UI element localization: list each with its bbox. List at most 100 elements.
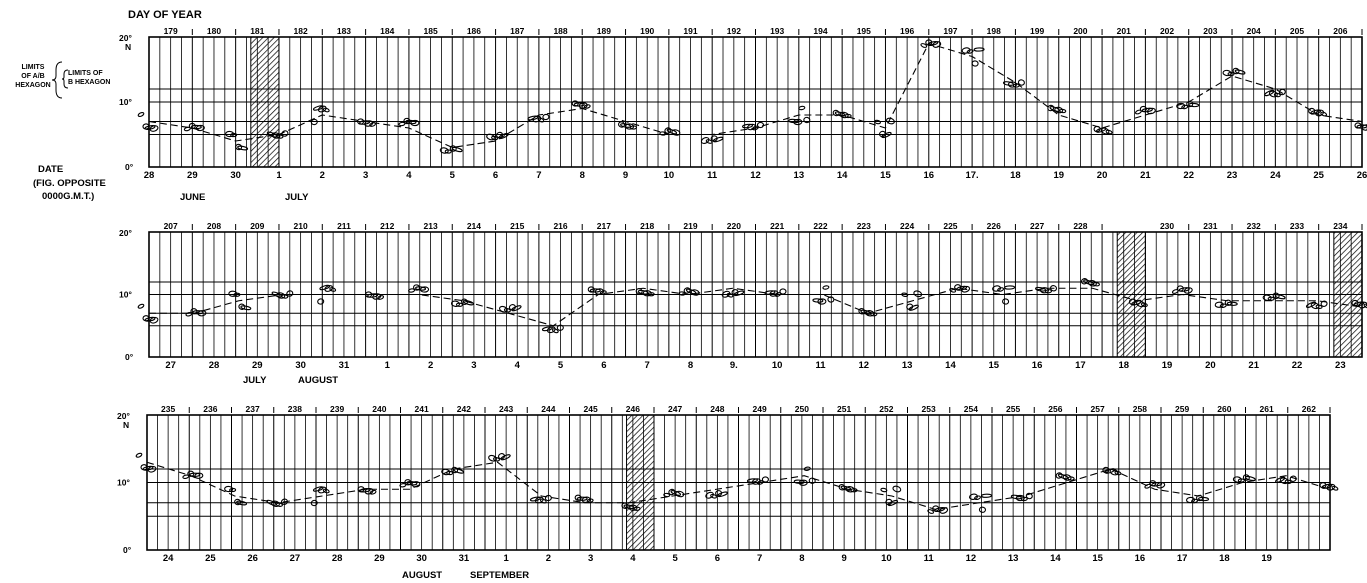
date-label: 6 xyxy=(715,553,720,564)
cloud-cluster xyxy=(142,123,150,130)
day-of-year-label: 194 xyxy=(813,26,827,36)
cloud-cluster xyxy=(913,290,923,298)
cloud-cluster xyxy=(192,310,204,315)
date-label: 11 xyxy=(707,170,718,181)
day-of-year-label: 201 xyxy=(1117,26,1131,36)
limits-ab-brace xyxy=(51,61,63,99)
day-of-year-label: 237 xyxy=(246,404,260,414)
date-label: 4 xyxy=(630,553,636,564)
cloud-cluster xyxy=(539,498,547,504)
cloud-cluster xyxy=(546,326,556,334)
day-of-year-label: 249 xyxy=(753,404,767,414)
cloud-cluster xyxy=(968,493,979,500)
day-of-year-label: 211 xyxy=(337,221,351,231)
cloud-cluster xyxy=(359,488,371,493)
date-label: 6 xyxy=(601,360,606,371)
day-of-year-label: 206 xyxy=(1333,26,1347,36)
cloud-cluster xyxy=(1049,285,1058,292)
cloud-cluster xyxy=(439,147,449,154)
day-of-year-label: 203 xyxy=(1203,26,1217,36)
date-label: 5 xyxy=(558,360,564,371)
day-of-year-label: 200 xyxy=(1073,26,1087,36)
cloud-cluster xyxy=(144,316,156,322)
day-of-year-label: 227 xyxy=(1030,221,1044,231)
day-of-year-label: 199 xyxy=(1030,26,1044,36)
cloud-cluster xyxy=(450,300,461,307)
cloud-cluster xyxy=(135,452,143,458)
cloud-cluster xyxy=(508,304,516,311)
cloud-cluster xyxy=(365,291,373,298)
cloud-cluster xyxy=(1047,104,1055,112)
cloud-cluster xyxy=(238,303,246,310)
day-of-year-heading: DAY OF YEAR xyxy=(128,9,202,21)
y-tick-label: 10° xyxy=(119,290,132,300)
cloud-cluster xyxy=(1351,299,1359,307)
date-label: 10 xyxy=(664,170,675,181)
cloud-cluster xyxy=(496,131,504,139)
cloud-cluster xyxy=(453,468,465,474)
date-label: 30 xyxy=(416,553,427,564)
cloud-cluster xyxy=(978,506,987,513)
cloud-cluster xyxy=(286,290,294,297)
svg-text:LIMITS OF: LIMITS OF xyxy=(68,70,103,77)
y-axis: 20° 10° 0° xyxy=(119,228,134,362)
day-of-year-label: 217 xyxy=(597,221,611,231)
date-label: 7 xyxy=(757,553,762,564)
date-label: 13 xyxy=(794,170,805,181)
cloud-cluster xyxy=(878,130,886,138)
cloud-cluster xyxy=(858,308,866,315)
cloud-cluster xyxy=(838,484,846,491)
day-of-year-label: 188 xyxy=(553,26,567,36)
day-of-year-label: 192 xyxy=(727,26,741,36)
y-tick-label: 0° xyxy=(125,352,134,362)
plot-frame xyxy=(146,414,1331,551)
cloud-cluster xyxy=(228,290,238,297)
day-of-year-label: 260 xyxy=(1217,404,1231,414)
plot-frame xyxy=(148,231,1363,358)
cloud-cluster xyxy=(317,105,327,113)
date-label: 1 xyxy=(385,360,391,371)
cloud-cluster xyxy=(873,119,881,125)
cloud-cluster xyxy=(144,125,156,130)
cloud-cluster xyxy=(954,284,962,291)
cloud-cluster xyxy=(1308,107,1316,115)
cloud-cluster xyxy=(236,500,248,506)
day-of-year-label: 215 xyxy=(510,221,524,231)
cloud-cluster xyxy=(574,494,582,501)
cloud-cluster xyxy=(527,115,539,121)
date-label: 15 xyxy=(1092,553,1103,564)
day-of-year-label: 210 xyxy=(294,221,308,231)
cloud-cluster xyxy=(664,127,672,134)
date-label: 18 xyxy=(1010,170,1021,181)
cloud-cluster xyxy=(571,100,579,107)
day-of-year-label: 181 xyxy=(250,26,264,36)
cloud-cluster xyxy=(224,485,234,493)
date-label: 9 xyxy=(623,170,628,181)
date-label: 3 xyxy=(588,553,593,564)
date-label: 18 xyxy=(1219,553,1230,564)
date-label: 2 xyxy=(428,360,433,371)
cloud-cluster xyxy=(1242,474,1250,481)
cloud-cluster xyxy=(357,486,365,493)
cloud-cluster xyxy=(187,470,195,477)
date-label: 14 xyxy=(1050,553,1061,564)
date-label: 25 xyxy=(1313,170,1324,181)
cloud-cluster xyxy=(1264,89,1275,97)
cloud-cluster xyxy=(463,300,474,306)
date-label: 1 xyxy=(503,553,509,564)
date-label: 9. xyxy=(730,360,738,371)
cloud-cluster xyxy=(529,496,541,502)
cloud-cluster xyxy=(1049,106,1061,112)
cloud-cluster xyxy=(576,496,588,501)
cloud-cluster xyxy=(793,479,805,484)
day-of-year-label: 224 xyxy=(900,221,914,231)
cloud-cluster xyxy=(880,487,888,493)
date-label: 19 xyxy=(1261,553,1272,564)
cloud-cluster xyxy=(405,119,417,125)
date-label: 29 xyxy=(374,553,385,564)
date-label: 5 xyxy=(450,170,456,181)
svg-text:0000G.M.T.): 0000G.M.T.) xyxy=(42,191,94,202)
cloud-cluster xyxy=(827,296,835,303)
cloud-cluster xyxy=(573,102,585,107)
day-of-year-label: 223 xyxy=(857,221,871,231)
